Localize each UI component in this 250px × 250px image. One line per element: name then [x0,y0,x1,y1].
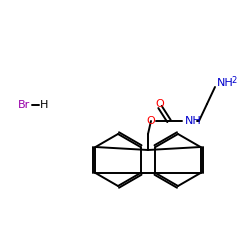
Text: O: O [156,99,164,109]
Text: O: O [146,116,156,126]
Text: NH: NH [217,78,234,88]
Text: H: H [40,100,48,110]
Text: Br: Br [18,100,30,110]
Text: NH: NH [185,116,202,126]
Text: 2: 2 [231,76,236,85]
